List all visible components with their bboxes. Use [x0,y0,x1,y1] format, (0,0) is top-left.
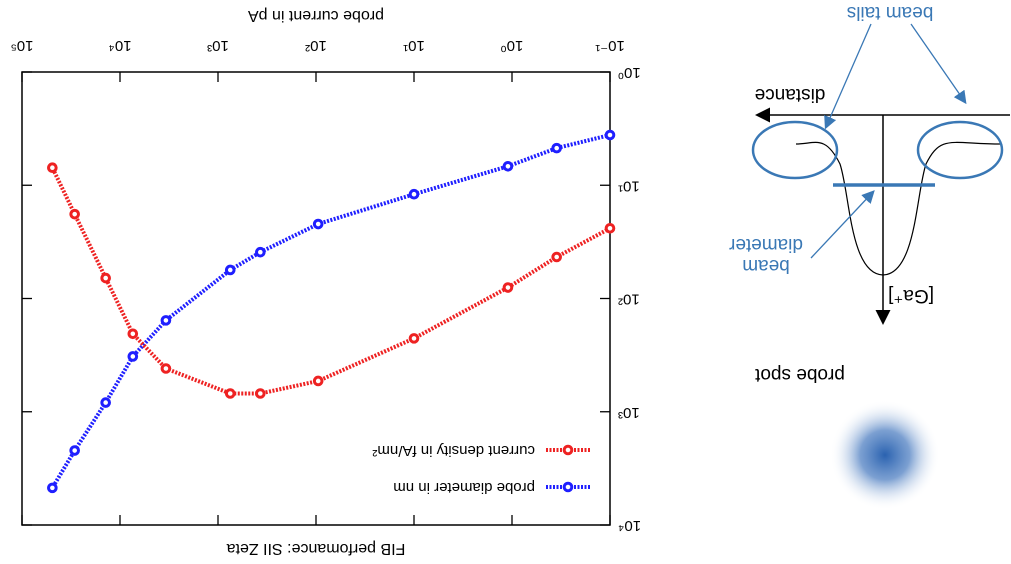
beam-profile [795,141,1002,276]
data-point [160,315,172,326]
beam-tails-label: beam tails [847,2,934,23]
chart: FIB perfomance: SII Zeta probe current i… [11,7,642,557]
diameter-pointer [810,190,875,259]
legend-label: current density in fA/nm² [372,442,535,459]
data-point [224,264,236,276]
data-point [69,208,80,220]
y-tick-label: 10⁰ [618,64,641,81]
beam-diameter-label: beam [742,255,790,276]
data-point [69,445,80,456]
data-point [255,388,266,399]
probe-spot-label: probe spot [754,364,845,385]
x-tick-label: 10⁵ [11,37,34,54]
x-tick-label: 10² [305,37,327,54]
legend-marker [562,444,574,456]
data-point [604,223,616,234]
data-point [408,333,420,344]
x-axis-label: probe current in pA [248,7,384,24]
x-tick-label: 10³ [207,37,229,54]
data-point [502,160,514,172]
data-point [100,272,111,284]
y-tick-label: 10² [618,291,640,308]
ga-label: [Ga⁺] [888,285,934,306]
tail-pointer [910,23,967,105]
data-point [127,328,139,340]
tail-ellipse [916,120,1004,180]
rotated-content: probe spot distance [Ga⁺] beam diameter … [11,2,1010,557]
data-point [224,388,236,399]
data-point [312,218,324,230]
data-point [408,188,420,200]
beam-diameter-label: diameter [728,234,803,255]
data-point [255,246,266,258]
tail-pointer [824,23,872,130]
legend-label: probe diameter in nm [393,479,535,496]
x-tick-label: 10⁰ [501,37,524,54]
data-point [502,282,514,293]
x-tick-label: 10⁻¹ [595,37,625,54]
x-tick-label: 10¹ [403,37,425,54]
data-point [160,363,172,374]
data-point [127,351,139,362]
data-point [551,251,562,263]
data-point [47,482,58,494]
legend-marker [562,481,574,493]
chart-title: FIB perfomance: SII Zeta [227,540,406,557]
y-tick-label: 10³ [618,404,640,421]
probe-spot-image [830,400,940,510]
y-tick-label: 10⁴ [618,517,641,534]
data-point [604,129,616,141]
x-tick-label: 10⁴ [108,37,131,54]
series-line [50,166,611,396]
series-line [50,133,611,489]
distance-label: distance [755,84,826,105]
data-point [100,397,111,408]
data-point [551,142,562,154]
data-point [312,375,324,387]
data-point [47,162,58,174]
tail-ellipse [751,120,839,180]
y-tick-label: 10¹ [618,177,640,194]
diagram: probe spot distance [Ga⁺] beam diameter … [728,2,1010,510]
